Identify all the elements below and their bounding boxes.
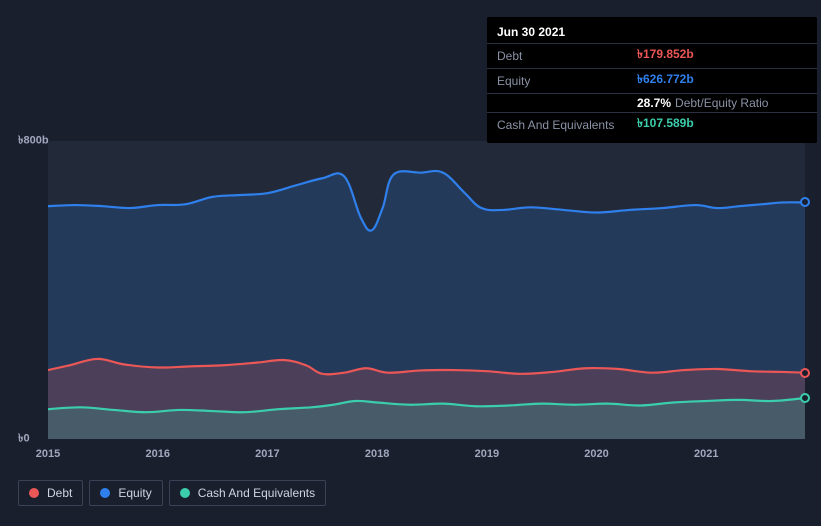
tooltip-row-value: 28.7%	[637, 96, 671, 110]
tooltip-row: 28.7% Debt/Equity Ratio	[487, 93, 817, 112]
debt-end-marker	[800, 368, 810, 378]
cash-end-marker	[800, 393, 810, 403]
x-axis-label: 2019	[475, 448, 499, 460]
tooltip-row-label: Equity	[497, 74, 637, 88]
tooltip-row-label: Debt	[497, 49, 637, 63]
legend-item-debt[interactable]: Debt	[18, 480, 83, 506]
financial-chart: ৳800b৳0 2015201620172018201920202021 Jun…	[18, 0, 805, 510]
tooltip-row-label: Cash And Equivalents	[497, 118, 637, 132]
x-axis-label: 2020	[584, 448, 608, 460]
x-axis: 2015201620172018201920202021	[48, 448, 805, 468]
x-axis-label: 2017	[255, 448, 279, 460]
chart-svg	[48, 141, 805, 439]
tooltip-row: Equity৳626.772b	[487, 68, 817, 93]
legend-swatch	[180, 488, 190, 498]
tooltip-row-sublabel: Debt/Equity Ratio	[675, 96, 768, 110]
legend-item-cash-and-equivalents[interactable]: Cash And Equivalents	[169, 480, 326, 506]
legend-item-equity[interactable]: Equity	[89, 480, 162, 506]
legend-label: Equity	[118, 486, 151, 500]
plot-area[interactable]	[48, 141, 805, 439]
tooltip-row-value: ৳107.589b	[637, 115, 694, 135]
equity-end-marker	[800, 197, 810, 207]
x-axis-label: 2021	[694, 448, 718, 460]
legend: Debt Equity Cash And Equivalents	[18, 480, 326, 506]
tooltip-row: Cash And Equivalents৳107.589b	[487, 112, 817, 137]
tooltip-row-value: ৳179.852b	[637, 46, 694, 66]
x-axis-label: 2018	[365, 448, 389, 460]
legend-label: Debt	[47, 486, 72, 500]
tooltip-date: Jun 30 2021	[487, 23, 817, 43]
legend-label: Cash And Equivalents	[198, 486, 315, 500]
tooltip-row-value: ৳626.772b	[637, 71, 694, 91]
y-axis-label: ৳0	[18, 430, 30, 449]
x-axis-label: 2015	[36, 448, 60, 460]
legend-swatch	[29, 488, 39, 498]
legend-swatch	[100, 488, 110, 498]
chart-tooltip: Jun 30 2021 Debt৳179.852bEquity৳626.772b…	[487, 17, 817, 143]
x-axis-label: 2016	[145, 448, 169, 460]
y-axis-label: ৳800b	[18, 132, 49, 151]
tooltip-row: Debt৳179.852b	[487, 43, 817, 68]
